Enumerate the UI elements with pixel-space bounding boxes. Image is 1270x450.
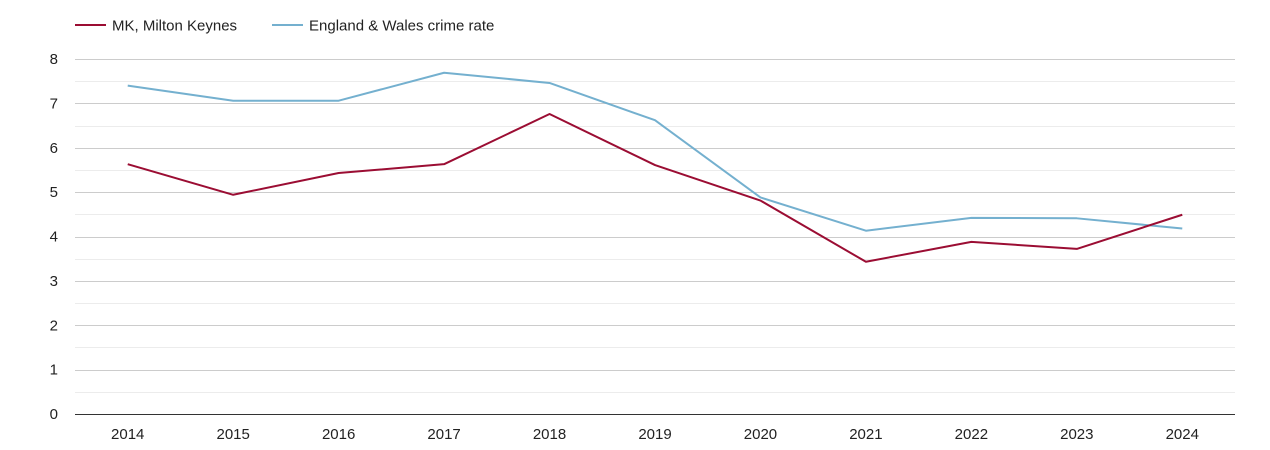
x-tick-label: 2020 xyxy=(744,426,777,443)
x-tick-label: 2016 xyxy=(322,426,355,443)
x-axis-ticks: 2014 2015 2016 2017 2018 2019 2020 2021 … xyxy=(111,426,1199,443)
gridlines xyxy=(75,59,1235,415)
series-line-mk xyxy=(127,113,1183,263)
legend-label-mk: MK, Milton Keynes xyxy=(112,18,237,35)
legend-label-england-wales: England & Wales crime rate xyxy=(309,18,494,35)
x-tick-label: 2023 xyxy=(1060,426,1093,443)
y-tick-label: 7 xyxy=(50,95,58,112)
y-tick-label: 3 xyxy=(50,273,58,290)
y-axis-ticks: 0 1 2 3 4 5 6 7 8 xyxy=(50,51,58,423)
x-tick-label: 2019 xyxy=(638,426,671,443)
y-tick-label: 1 xyxy=(50,362,58,379)
y-tick-label: 5 xyxy=(50,184,58,201)
y-tick-label: 2 xyxy=(50,317,58,334)
x-tick-label: 2021 xyxy=(849,426,882,443)
x-tick-label: 2018 xyxy=(533,426,566,443)
x-tick-label: 2015 xyxy=(216,426,249,443)
x-tick-label: 2024 xyxy=(1166,426,1199,443)
y-tick-label: 6 xyxy=(50,140,58,157)
y-tick-label: 4 xyxy=(50,229,58,246)
legend: MK, Milton Keynes England & Wales crime … xyxy=(75,18,494,35)
series-lines xyxy=(127,71,1183,263)
y-tick-label: 0 xyxy=(50,406,58,423)
x-tick-label: 2014 xyxy=(111,426,144,443)
x-tick-label: 2022 xyxy=(955,426,988,443)
x-tick-label: 2017 xyxy=(427,426,460,443)
y-tick-label: 8 xyxy=(50,51,58,68)
series-line-england-wales xyxy=(127,71,1183,232)
